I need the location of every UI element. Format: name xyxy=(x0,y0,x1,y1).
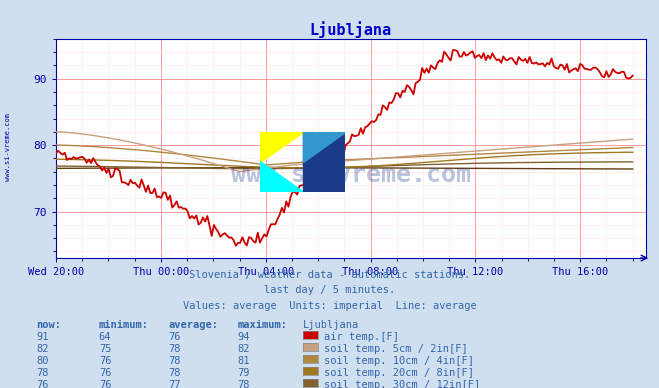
Polygon shape xyxy=(303,132,345,162)
Text: Values: average  Units: imperial  Line: average: Values: average Units: imperial Line: av… xyxy=(183,301,476,311)
Text: average:: average: xyxy=(168,320,218,330)
Text: 75: 75 xyxy=(99,344,111,354)
Text: soil temp. 10cm / 4in[F]: soil temp. 10cm / 4in[F] xyxy=(324,356,474,366)
Text: air temp.[F]: air temp.[F] xyxy=(324,332,399,342)
Text: minimum:: minimum: xyxy=(99,320,149,330)
Text: 78: 78 xyxy=(168,356,181,366)
Text: www.si-vreme.com: www.si-vreme.com xyxy=(231,163,471,187)
Text: 64: 64 xyxy=(99,332,111,342)
Text: 76: 76 xyxy=(99,368,111,378)
Text: 82: 82 xyxy=(237,344,250,354)
Text: 81: 81 xyxy=(237,356,250,366)
Text: 79: 79 xyxy=(237,368,250,378)
Text: now:: now: xyxy=(36,320,61,330)
Text: maximum:: maximum: xyxy=(237,320,287,330)
Text: 80: 80 xyxy=(36,356,49,366)
Text: www.si-vreme.com: www.si-vreme.com xyxy=(5,113,11,182)
Text: 76: 76 xyxy=(168,332,181,342)
Title: Ljubljana: Ljubljana xyxy=(310,21,392,38)
Text: Slovenia / weather data - automatic stations.: Slovenia / weather data - automatic stat… xyxy=(189,270,470,280)
Text: last day / 5 minutes.: last day / 5 minutes. xyxy=(264,285,395,295)
Text: 76: 76 xyxy=(99,380,111,388)
Text: soil temp. 30cm / 12in[F]: soil temp. 30cm / 12in[F] xyxy=(324,380,480,388)
Text: 76: 76 xyxy=(99,356,111,366)
Polygon shape xyxy=(303,132,345,192)
Text: soil temp. 5cm / 2in[F]: soil temp. 5cm / 2in[F] xyxy=(324,344,468,354)
Text: 78: 78 xyxy=(168,344,181,354)
Text: 78: 78 xyxy=(36,368,49,378)
Text: 78: 78 xyxy=(237,380,250,388)
Text: 77: 77 xyxy=(168,380,181,388)
Text: Ljubljana: Ljubljana xyxy=(303,320,359,330)
Polygon shape xyxy=(260,162,303,192)
Text: 76: 76 xyxy=(36,380,49,388)
Text: 78: 78 xyxy=(168,368,181,378)
Text: 94: 94 xyxy=(237,332,250,342)
Text: 91: 91 xyxy=(36,332,49,342)
Polygon shape xyxy=(260,132,303,162)
Text: 82: 82 xyxy=(36,344,49,354)
Text: soil temp. 20cm / 8in[F]: soil temp. 20cm / 8in[F] xyxy=(324,368,474,378)
